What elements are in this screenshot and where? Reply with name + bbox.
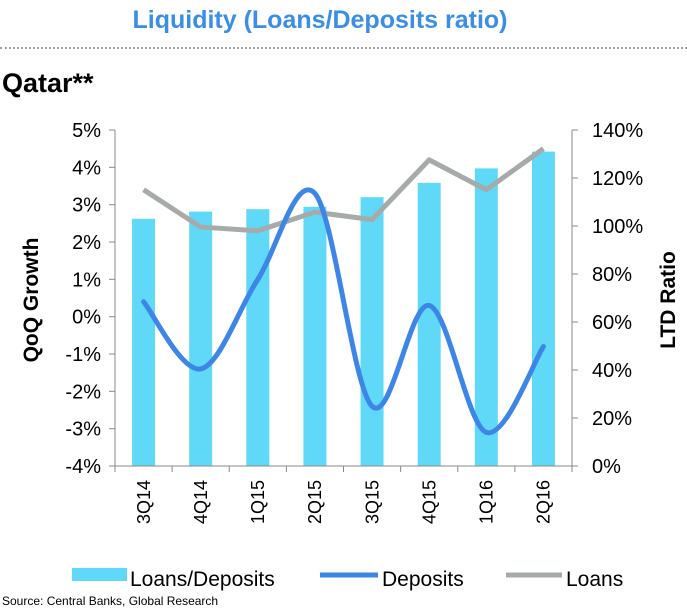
deposits-line xyxy=(141,187,546,435)
y-right-tick-label: 120% xyxy=(592,168,643,190)
x-tick-label: 4Q14 xyxy=(191,480,211,524)
y-left-tick-label: 0% xyxy=(72,307,101,329)
y-left-tick-label: -1% xyxy=(65,344,101,366)
loans-deposits-bar xyxy=(531,151,555,466)
y-right-tick-label: 20% xyxy=(592,408,632,430)
legend-swatch-loans-deposits xyxy=(72,568,127,581)
x-tick-label: 3Q14 xyxy=(134,480,154,524)
y-axis-left-title: QoQ Growth xyxy=(20,238,43,363)
title-divider xyxy=(0,47,687,49)
y-axis-right-title: LTD Ratio xyxy=(657,251,680,349)
loans-deposits-bar xyxy=(303,206,327,467)
loans-line xyxy=(142,146,545,234)
source-note: Source: Central Banks, Global Research xyxy=(2,594,219,608)
loans-deposits-bar xyxy=(360,197,384,466)
bar-series-group xyxy=(132,151,555,467)
tick-labels-group: -4% -3% -2% -1% 0% 1% 2% 3% 4% 5% 0% 20% 40% 60% 80% 10… xyxy=(65,120,643,524)
y-left-tick-label: 5% xyxy=(72,120,101,142)
y-left-tick-label: 4% xyxy=(72,157,101,179)
y-right-tick-label: 100% xyxy=(592,216,643,238)
legend-label-loans: Loans xyxy=(566,568,623,591)
y-left-tick-label: 3% xyxy=(72,195,101,217)
y-left-tick-label: -2% xyxy=(65,381,101,403)
y-left-tick-label: 2% xyxy=(72,232,101,254)
x-tick-label: 3Q15 xyxy=(362,480,382,524)
loans-deposits-bar xyxy=(417,182,441,467)
y-left-tick-label: -4% xyxy=(65,456,101,478)
legend-label-loans-deposits: Loans/Deposits xyxy=(130,568,275,591)
y-left-tick-label: 1% xyxy=(72,269,101,291)
legend-label-deposits: Deposits xyxy=(382,568,464,591)
chart-title: Liquidity (Loans/Deposits ratio) xyxy=(132,6,508,34)
y-right-tick-label: 60% xyxy=(592,312,632,334)
loans-deposits-bar xyxy=(474,168,498,466)
line-series-group xyxy=(141,146,546,435)
chart-subtitle: Qatar** xyxy=(2,68,94,98)
legend: Loans/Deposits Deposits Loans xyxy=(72,568,623,591)
axes-group xyxy=(109,129,578,472)
loans-deposits-bar xyxy=(189,211,213,466)
y-right-tick-label: 0% xyxy=(592,456,621,478)
y-left-tick-label: -3% xyxy=(65,419,101,441)
loans-deposits-bar xyxy=(246,209,270,466)
x-tick-label: 4Q15 xyxy=(419,480,439,524)
y-right-tick-label: 80% xyxy=(592,264,632,286)
x-tick-label: 2Q15 xyxy=(305,480,325,524)
y-right-tick-label: 140% xyxy=(592,120,643,142)
x-tick-label: 2Q16 xyxy=(534,480,554,524)
x-tick-label: 1Q15 xyxy=(248,480,268,524)
y-right-tick-label: 40% xyxy=(592,360,632,382)
loans-deposits-bar xyxy=(132,218,156,466)
x-tick-label: 1Q16 xyxy=(477,480,497,524)
